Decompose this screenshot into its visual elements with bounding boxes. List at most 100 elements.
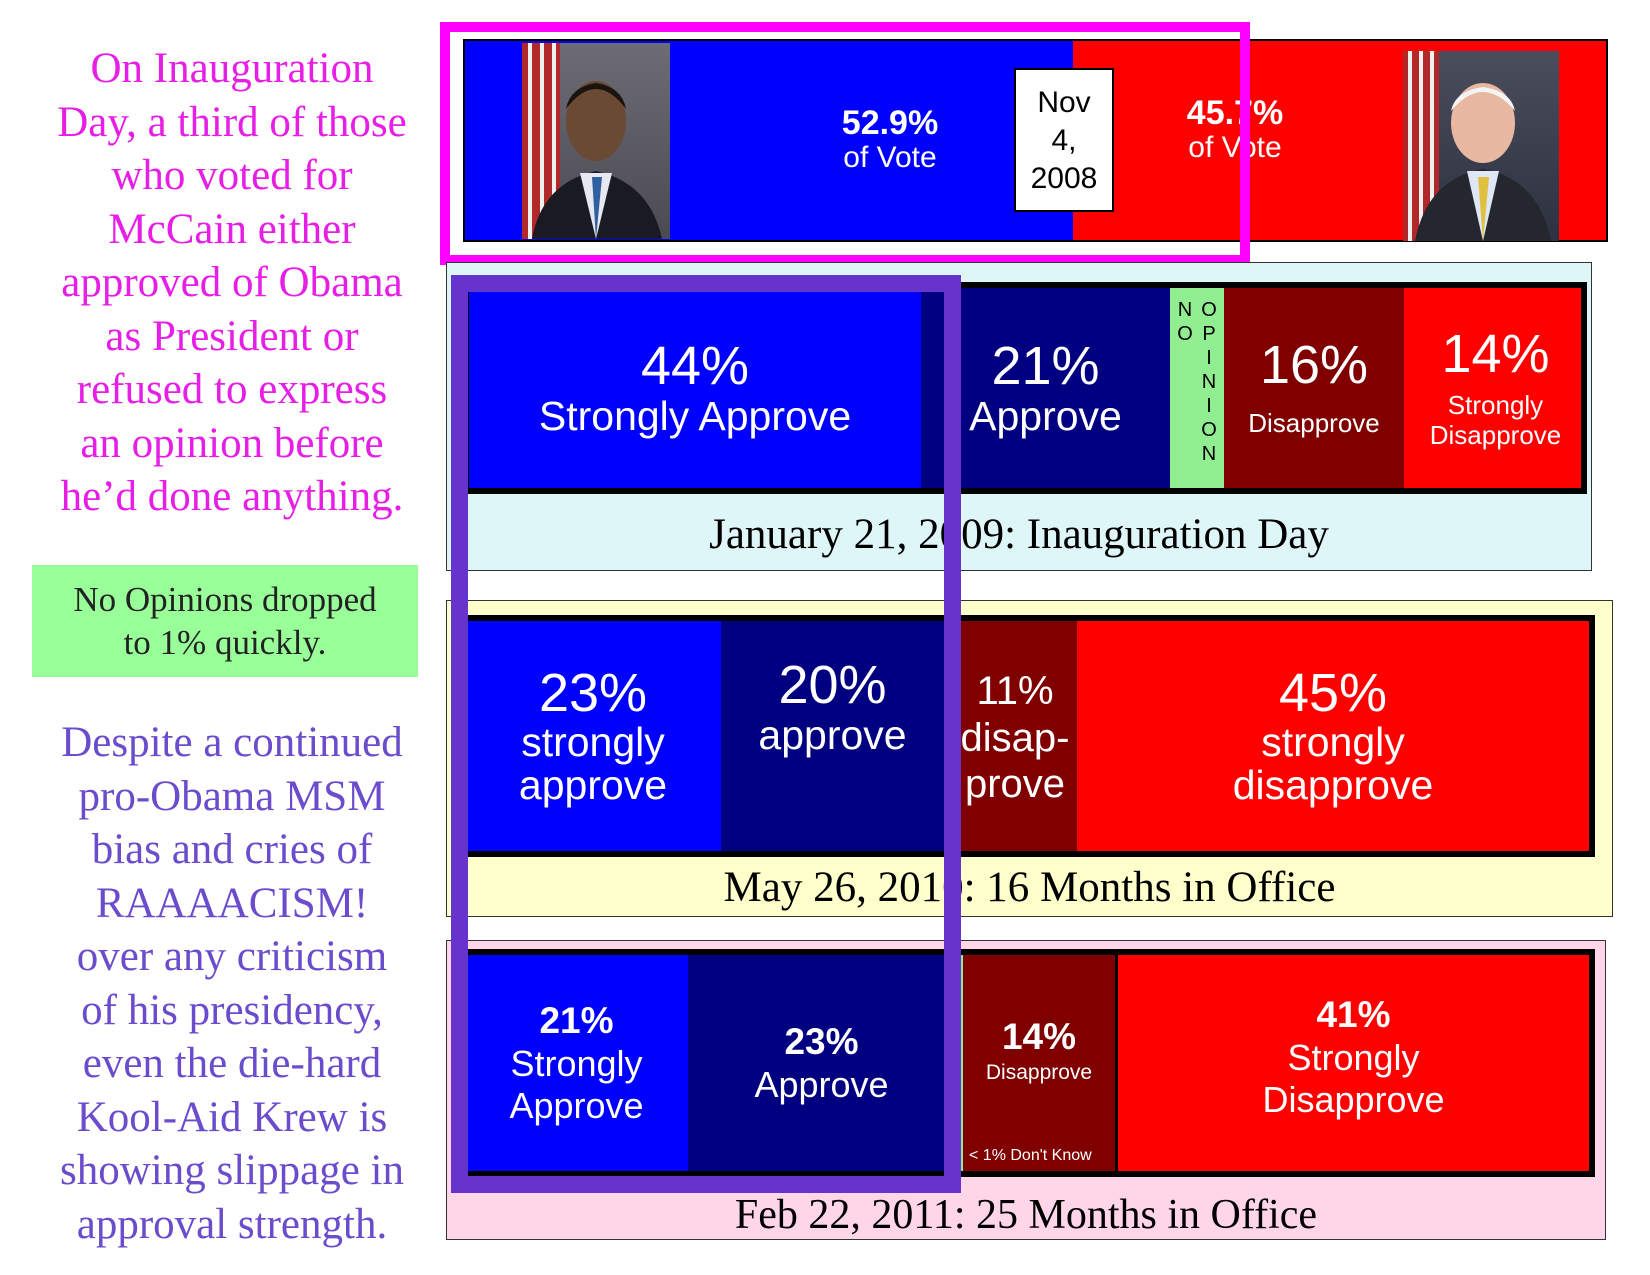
strongly-approve-segment: 44% Strongly Approve <box>469 288 921 488</box>
note-line: refused to express <box>76 366 388 413</box>
mccain-vote-label: 45.7% of Vote <box>1135 31 1335 230</box>
date-line: 2008 <box>1030 162 1098 195</box>
letter: O <box>1201 419 1217 441</box>
purple-highlight-frame <box>451 275 961 1193</box>
no-opinion-segment: N O O P I N I O N <box>1170 288 1224 488</box>
letter: O <box>1201 299 1217 321</box>
note-line: Despite a continued <box>61 719 403 766</box>
label-line: Strongly <box>510 1043 643 1084</box>
segment-pct: 21% <box>539 1000 614 1041</box>
approve-segment: 21% Approve <box>921 288 1170 488</box>
mccain-portrait-icon <box>1403 51 1551 241</box>
note-line: Kool-Aid Krew is <box>76 1093 388 1141</box>
note-line: an opinion before <box>80 419 384 467</box>
note-line: even the die-hard <box>82 1040 382 1087</box>
segment-label: Approve <box>969 392 1122 439</box>
obama-vote-pct: 52.9% <box>841 103 939 142</box>
segment-pct: 41% <box>1316 994 1391 1035</box>
strongly-disapprove-segment: 41% Strongly Disapprove <box>1118 955 1589 1171</box>
note-line: as President or <box>105 312 359 360</box>
disapprove-segment: 14% Disapprove < 1% Don't Know <box>963 955 1118 1171</box>
no-opinion-col2: O P I N I O N <box>1199 298 1219 466</box>
approve-segment: 23% Approve <box>688 955 955 1171</box>
letter: I <box>1206 395 1212 417</box>
note-line: RAAAACISM! <box>95 879 369 927</box>
slippage-note: Despite a continued pro-Obama MSM bias a… <box>22 716 442 1251</box>
letter: N <box>1201 443 1217 465</box>
mccain-vote-pct: 45.7% <box>1186 93 1284 132</box>
note-line: Day, a third of those <box>57 98 407 146</box>
no-opinion-note-box: No Opinions dropped to 1% quickly. <box>32 565 418 677</box>
segment-label: Strongly Disapprove <box>1430 390 1562 450</box>
label-line: Strongly <box>1287 1037 1420 1078</box>
label-line: Disapprove <box>1429 420 1562 451</box>
segment-pct: 14% <box>1441 323 1550 384</box>
note-line: bias and cries of <box>91 826 373 873</box>
inauguration-note: On Inauguration Day, a third of those wh… <box>22 42 442 524</box>
obama-photo <box>522 43 670 239</box>
segment-label: approve <box>758 711 907 758</box>
segment-pct: 45% <box>1278 662 1388 723</box>
letter: P <box>1202 323 1216 345</box>
label-line: prove <box>964 762 1066 806</box>
letter: N <box>1201 371 1217 393</box>
label-line: strongly <box>1261 719 1405 766</box>
letter: I <box>1206 347 1212 369</box>
disapprove-segment: 11% disap- prove <box>953 621 1077 851</box>
segment-label: disap- prove <box>961 715 1070 807</box>
may-2010-caption: May 26, 2010: 16 Months in Office <box>723 864 1336 911</box>
inauguration-caption: January 21, 2009: Inauguration Day <box>709 511 1329 558</box>
segment-pct: 14% <box>1001 1016 1077 1057</box>
segment-pct: 44% <box>640 336 750 397</box>
letter: O <box>1177 323 1193 345</box>
segment-label: strongly approve <box>519 721 667 807</box>
obama-vote-text: of Vote <box>843 141 937 175</box>
obama-portrait-icon <box>522 43 662 239</box>
note-line: to 1% quickly. <box>123 623 327 662</box>
mccain-vote-text: of Vote <box>1188 131 1282 165</box>
segment-pct: 23% <box>784 1021 859 1062</box>
feb-2011-caption: Feb 22, 2011: 25 Months in Office <box>734 1192 1318 1238</box>
note-line: No Opinions dropped <box>73 580 377 619</box>
note-line: McCain either <box>108 205 356 253</box>
note-line: over any criticism <box>76 933 388 980</box>
label-line: approve <box>518 762 668 809</box>
date-line: 4, <box>1051 124 1077 157</box>
segment-pct: 23% <box>538 662 648 723</box>
inauguration-bar: 44% Strongly Approve 21% Approve N O O P… <box>463 282 1587 494</box>
segment-label: Strongly Approve <box>509 1043 643 1127</box>
note-line: of his presidency, <box>81 986 383 1034</box>
election-date-box: Nov 4, 2008 <box>1014 68 1114 212</box>
note-line: approval strength. <box>76 1200 388 1248</box>
magenta-highlight-frame <box>440 22 1250 265</box>
note-line: approved of Obama <box>61 259 403 306</box>
segment-pct: 20% <box>778 655 887 715</box>
segment-pct: 21% <box>991 336 1100 397</box>
letter: N <box>1177 299 1193 321</box>
segment-label: Strongly Disapprove <box>1262 1037 1444 1121</box>
inauguration-panel: 44% Strongly Approve 21% Approve N O O P… <box>446 262 1592 571</box>
segment-label: Strongly Approve <box>538 392 852 439</box>
label-line: disapprove <box>1232 762 1434 809</box>
segment-pct: 11% <box>976 669 1054 713</box>
disapprove-segment: 16% Disapprove <box>1224 288 1404 488</box>
label-line: Disapprove <box>1262 1079 1445 1120</box>
segment-label: strongly disapprove <box>1233 721 1434 807</box>
segment-label: Disapprove <box>1248 407 1380 438</box>
dont-know-note: < 1% Don't Know <box>969 1147 1092 1164</box>
strongly-disapprove-segment: 45% strongly disapprove <box>1077 621 1589 851</box>
obama-vote-label: 52.9% of Vote <box>765 41 1015 240</box>
approve-segment: 20% approve <box>721 621 944 851</box>
segment-pct: 16% <box>1259 335 1369 396</box>
note-line: On Inauguration <box>90 45 374 92</box>
segment-label: Approve <box>754 1064 889 1105</box>
note-line: pro-Obama MSM <box>78 772 386 820</box>
note-line: showing slippage in <box>60 1147 404 1194</box>
note-line: he’d done anything. <box>60 473 404 520</box>
label-line: strongly <box>521 719 665 766</box>
label-line: Approve <box>509 1085 644 1126</box>
segment-label: Disapprove <box>985 1061 1093 1084</box>
feb-2011-bar: 21% Strongly Approve 23% Approve 14% Dis… <box>459 949 1595 1177</box>
election-bar: 52.9% of Vote Nov 4, 2008 45.7% of Vote <box>463 39 1608 242</box>
strongly-approve-segment: 23% strongly approve <box>465 621 721 851</box>
